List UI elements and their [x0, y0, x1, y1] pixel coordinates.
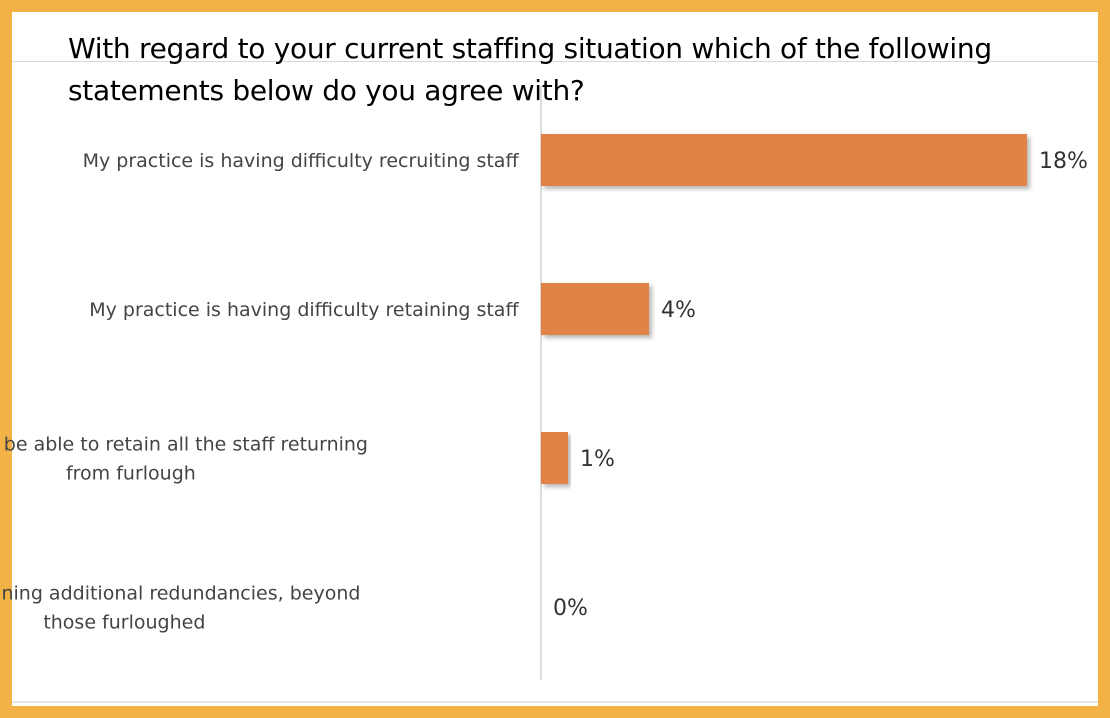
- category-labels: My practice is having difficulty recruit…: [0, 150, 519, 634]
- bar-1: [541, 283, 649, 335]
- bar-2: [541, 432, 568, 484]
- slide: With regard to your current staffing sit…: [12, 12, 1098, 706]
- category-label-0: My practice is having difficulty recruit…: [83, 150, 520, 172]
- bar-series: [541, 134, 1027, 484]
- value-labels: 18% 4% 1% 0%: [553, 149, 1088, 621]
- bar-0: [541, 134, 1027, 186]
- value-label-1: 4%: [661, 298, 696, 323]
- category-label-1: My practice is having difficulty retaini…: [89, 299, 519, 321]
- title-divider: [12, 61, 1098, 62]
- value-label-0: 18%: [1039, 149, 1088, 174]
- value-label-3: 0%: [553, 596, 588, 621]
- category-label-3: We are planning additional redundancies,…: [0, 583, 360, 634]
- value-label-2: 1%: [580, 447, 615, 472]
- category-label-2: We will not be able to retain all the st…: [0, 434, 368, 485]
- footer-divider: [12, 701, 1098, 703]
- slide-title: With regard to your current staffing sit…: [68, 32, 992, 107]
